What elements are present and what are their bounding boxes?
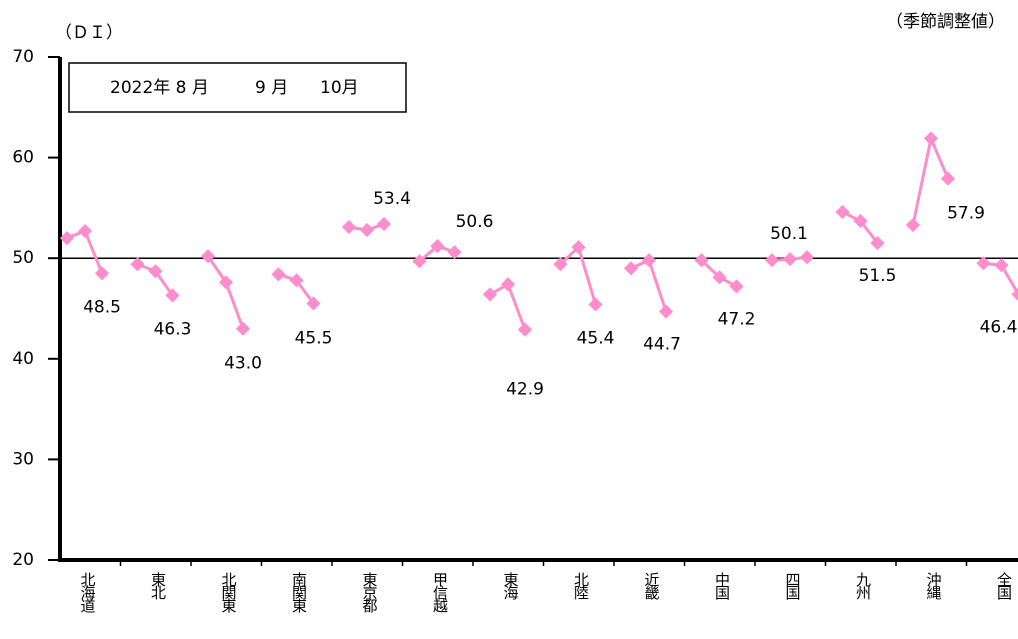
legend-label: 10月 bbox=[320, 78, 359, 98]
x-tick-label: 南関東 bbox=[290, 572, 308, 613]
data-label: 48.5 bbox=[83, 297, 121, 317]
marker bbox=[430, 239, 445, 254]
marker bbox=[588, 297, 603, 312]
x-tick-label: 東北 bbox=[149, 572, 167, 600]
data-label: 46.4 bbox=[980, 317, 1018, 337]
subtitle: （季節調整値） bbox=[886, 12, 1005, 32]
marker bbox=[870, 236, 885, 251]
x-tick-label: 北海道 bbox=[79, 572, 97, 613]
y-tick-label: 50 bbox=[12, 248, 34, 268]
marker bbox=[994, 258, 1009, 273]
data-label: 42.9 bbox=[506, 380, 544, 400]
marker bbox=[218, 275, 234, 290]
marker bbox=[235, 321, 251, 336]
series-line bbox=[206, 255, 245, 330]
y-tick-label: 40 bbox=[12, 349, 34, 369]
y-axis-label: （ＤＩ） bbox=[55, 23, 123, 43]
marker bbox=[658, 304, 674, 319]
marker bbox=[782, 252, 798, 267]
y-tick-label: 60 bbox=[12, 148, 34, 168]
x-tick-label: 甲信越 bbox=[431, 572, 449, 613]
data-label: 47.2 bbox=[718, 309, 756, 329]
marker bbox=[306, 296, 321, 311]
marker bbox=[148, 264, 163, 279]
y-tick-label: 30 bbox=[12, 449, 34, 469]
legend-label: 2022年 8 月 bbox=[110, 78, 209, 98]
marker bbox=[571, 240, 586, 255]
y-tick-label: 20 bbox=[12, 550, 34, 570]
marker bbox=[412, 254, 427, 269]
marker bbox=[835, 204, 850, 219]
marker bbox=[341, 219, 357, 235]
marker bbox=[1011, 287, 1018, 302]
x-tick-label: 九州 bbox=[854, 572, 872, 600]
x-tick-label: 東京都 bbox=[361, 572, 379, 613]
marker bbox=[623, 261, 639, 276]
series-line bbox=[911, 133, 950, 226]
x-tick-label: 北陸 bbox=[572, 572, 590, 600]
marker bbox=[553, 257, 568, 272]
marker bbox=[376, 216, 392, 232]
marker bbox=[359, 222, 375, 238]
x-tick-label: 北関東 bbox=[220, 572, 238, 613]
series-line bbox=[559, 244, 597, 305]
marker bbox=[729, 279, 744, 294]
marker bbox=[447, 245, 462, 260]
marker bbox=[905, 217, 921, 233]
x-tick-label: 東海 bbox=[502, 572, 520, 600]
marker bbox=[641, 253, 657, 268]
x-tick-label: 中国 bbox=[713, 572, 731, 600]
legend-label: 9 月 bbox=[255, 78, 288, 98]
marker bbox=[694, 253, 709, 268]
marker bbox=[500, 277, 516, 292]
marker bbox=[482, 287, 498, 302]
series-line bbox=[489, 282, 527, 331]
data-label: 57.9 bbox=[947, 204, 985, 224]
data-label: 43.0 bbox=[224, 354, 262, 374]
marker bbox=[517, 322, 533, 337]
marker bbox=[289, 273, 304, 288]
data-label: 45.4 bbox=[577, 328, 615, 348]
x-tick-label: 全国 bbox=[995, 571, 1013, 600]
y-tick-label: 70 bbox=[12, 47, 34, 67]
marker bbox=[165, 288, 180, 303]
marker bbox=[923, 131, 939, 146]
marker bbox=[976, 256, 991, 271]
marker bbox=[94, 266, 110, 281]
data-label: 44.7 bbox=[643, 335, 681, 355]
data-label: 46.3 bbox=[154, 319, 192, 339]
marker bbox=[712, 270, 727, 285]
x-tick-label: 近畿 bbox=[643, 572, 661, 600]
marker bbox=[799, 250, 815, 265]
marker bbox=[271, 267, 286, 282]
data-label: 50.1 bbox=[770, 224, 808, 244]
data-label: 45.5 bbox=[295, 328, 333, 348]
data-label: 51.5 bbox=[859, 266, 897, 286]
x-tick-label: 四国 bbox=[784, 572, 802, 600]
marker bbox=[940, 171, 956, 186]
marker bbox=[77, 223, 93, 239]
marker bbox=[853, 213, 868, 229]
legend-box bbox=[68, 62, 407, 113]
marker bbox=[59, 231, 75, 246]
data-label: 50.6 bbox=[456, 212, 494, 232]
marker bbox=[130, 257, 145, 272]
marker bbox=[764, 253, 780, 268]
data-label: 53.4 bbox=[373, 189, 411, 209]
x-tick-label: 沖縄 bbox=[925, 572, 943, 600]
